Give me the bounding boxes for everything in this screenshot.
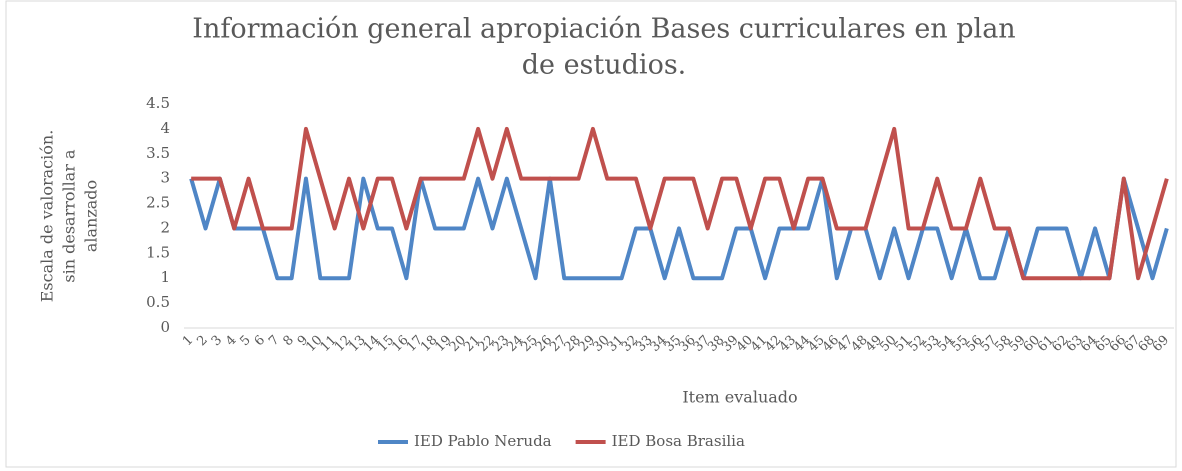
y-axis-title: alanzado	[82, 180, 101, 252]
y-tick-label: 3.5	[146, 144, 170, 162]
y-axis-title: Escala de valoración.	[38, 130, 57, 303]
y-tick-label: 1	[160, 268, 170, 286]
y-tick-label: 1.5	[146, 243, 170, 261]
chart-border	[5, 0, 1177, 468]
y-axis-title: sin desarrollar a	[60, 149, 79, 283]
series-line	[191, 126, 1169, 281]
chart-title: Información general apropiación Bases cu…	[192, 14, 1015, 45]
y-tick-label: 3	[160, 169, 170, 187]
y-tick-label: 2.5	[146, 194, 170, 212]
y-tick-label: 4.5	[146, 94, 170, 112]
legend-label: IED Bosa Brasilia	[612, 432, 745, 450]
y-tick-label: 4	[160, 119, 170, 137]
x-axis-title: Item evaluado	[682, 388, 797, 407]
legend-label: IED Pablo Neruda	[414, 432, 552, 450]
chart-title: de estudios.	[522, 50, 687, 81]
y-tick-label: 0	[160, 318, 170, 336]
y-tick-label: 2	[160, 218, 170, 236]
y-tick-label: 0.5	[146, 293, 170, 311]
series-line	[189, 176, 1169, 281]
